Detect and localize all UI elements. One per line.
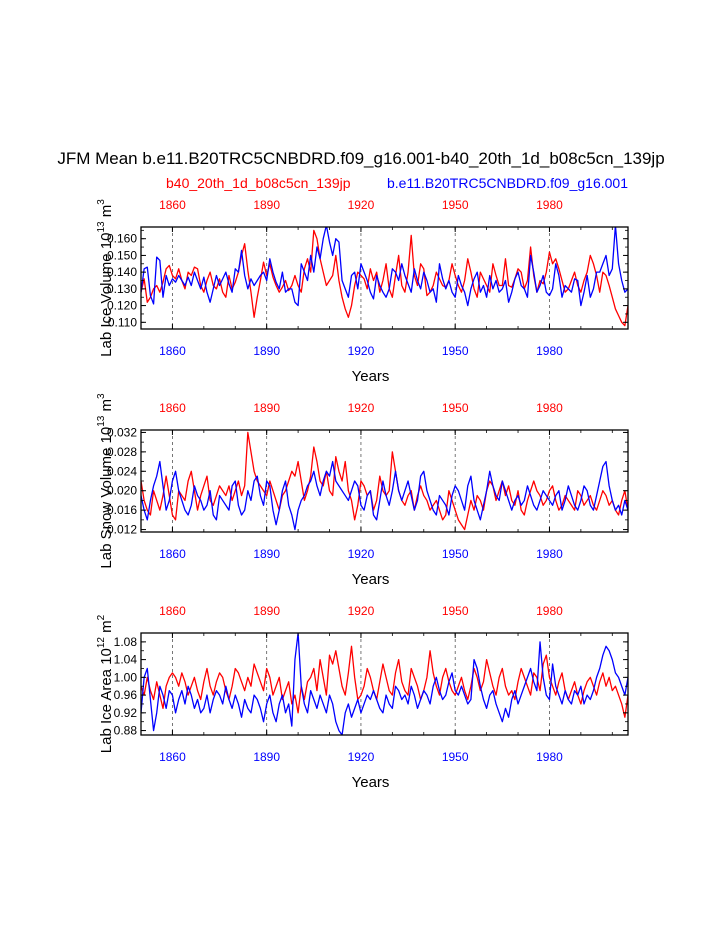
x-axis-label: Years (352, 774, 390, 791)
xtick-label-top: 1890 (253, 604, 280, 618)
xtick-label-top: 1950 (442, 401, 469, 415)
ytick-label: 0.028 (107, 445, 137, 459)
ytick-label: 0.020 (107, 484, 137, 498)
panel-lab-ice-area: 0.88 0.92 0.96 1.00 1.04 1.08 1860 1860 1890 1890… (96, 604, 629, 791)
ytick-label: 0.130 (107, 282, 137, 296)
series-line-blue (141, 227, 628, 307)
ytick-label: 1.04 (114, 653, 138, 667)
xtick-label-bottom: 1950 (442, 750, 469, 764)
xtick-label-bottom: 1890 (253, 344, 280, 358)
xtick-label-top: 1950 (442, 198, 469, 212)
ytick-label: 0.120 (107, 299, 137, 313)
figure-title: JFM Mean b.e11.B20TRC5CNBDRD.f09_g16.001… (57, 149, 664, 168)
ytick-label: 0.012 (107, 523, 137, 537)
y-axis-label: Lab Ice Area 1012 m2 (96, 614, 115, 753)
xtick-label-top: 1860 (159, 401, 186, 415)
ytick-label: 1.08 (114, 635, 138, 649)
xtick-label-top: 1860 (159, 604, 186, 618)
ytick-label: 0.110 (108, 315, 137, 329)
xtick-label-bottom: 1860 (159, 750, 186, 764)
xtick-label-bottom: 1980 (536, 750, 563, 764)
xtick-label-bottom: 1920 (348, 344, 375, 358)
xtick-label-bottom: 1890 (253, 547, 280, 561)
ytick-label: 0.96 (114, 688, 138, 702)
panel-lab-snow-volume: 0.012 0.016 0.020 0.024 0.028 0.032 1860 1860 18… (96, 393, 629, 588)
xtick-label-top: 1920 (348, 401, 375, 415)
xtick-label-bottom: 1950 (442, 344, 469, 358)
legend-red-label: b40_20th_1d_b08c5cn_139jp (166, 175, 351, 191)
xtick-label-top: 1890 (253, 401, 280, 415)
xtick-label-top: 1860 (159, 198, 186, 212)
series-line-red (141, 229, 628, 327)
xtick-label-top: 1980 (536, 604, 563, 618)
series-line-blue (141, 633, 628, 735)
series-line-red (141, 431, 628, 531)
xtick-label-bottom: 1890 (253, 750, 280, 764)
xtick-label-top: 1980 (536, 401, 563, 415)
panels: 0.110 0.120 0.130 0.140 0.150 0.160 1860 1860 18… (96, 198, 629, 791)
xtick-label-bottom: 1980 (536, 344, 563, 358)
xtick-label-top: 1890 (253, 198, 280, 212)
xtick-label-bottom: 1980 (536, 547, 563, 561)
xtick-label-bottom: 1860 (159, 547, 186, 561)
ytick-label: 0.016 (107, 503, 137, 517)
xtick-label-bottom: 1860 (159, 344, 186, 358)
ytick-label: 0.032 (107, 425, 137, 439)
y-axis-label: Lab Ice Volume 1013 m3 (96, 199, 115, 357)
y-axis-label: Lab Snow Volume 1013 m3 (96, 393, 115, 569)
xtick-label-bottom: 1950 (442, 547, 469, 561)
xtick-label-bottom: 1920 (348, 547, 375, 561)
xtick-label-bottom: 1920 (348, 750, 375, 764)
xtick-label-top: 1920 (348, 198, 375, 212)
series-line-red (141, 645, 628, 718)
plot-frame (140, 632, 629, 736)
ytick-label: 0.150 (107, 248, 137, 262)
legend-blue-label: b.e11.B20TRC5CNBDRD.f09_g16.001 (387, 175, 628, 191)
plot-frame (140, 226, 629, 330)
ytick-label: 1.00 (114, 670, 138, 684)
xtick-label-top: 1920 (348, 604, 375, 618)
ytick-label: 0.140 (107, 265, 137, 279)
x-axis-label: Years (352, 571, 390, 588)
xtick-label-top: 1980 (536, 198, 563, 212)
ytick-label: 0.024 (107, 464, 137, 478)
ytick-label: 0.160 (107, 232, 137, 246)
series-line-blue (141, 460, 628, 531)
xtick-label-top: 1950 (442, 604, 469, 618)
panel-lab-ice-volume: 0.110 0.120 0.130 0.140 0.150 0.160 1860 1860 18… (96, 198, 629, 385)
x-axis-label: Years (352, 368, 390, 385)
ytick-label: 0.88 (114, 724, 138, 738)
ytick-label: 0.92 (114, 706, 138, 720)
